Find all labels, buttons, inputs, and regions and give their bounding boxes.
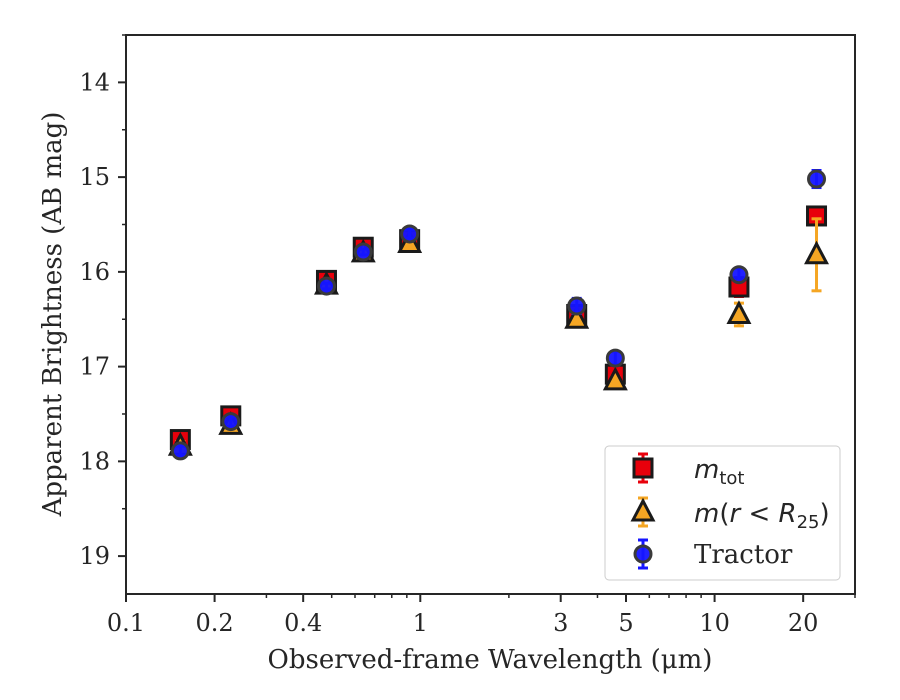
legend-marker-1: [630, 497, 656, 522]
y-tick-label-14: 14: [79, 68, 110, 96]
series-2: [170, 168, 827, 461]
plot-area: [167, 168, 830, 461]
data-point-2-6: [605, 348, 625, 368]
data-point-1-8: [804, 240, 830, 265]
y-tick-label-15: 15: [79, 163, 110, 191]
legend-marker-2: [633, 544, 653, 564]
legend-label-m-r25: m(r < R25): [694, 499, 830, 533]
data-point-2-4: [400, 224, 420, 244]
x-tick-label-10: 10: [699, 609, 730, 637]
legend-label-mtot: mtot: [694, 455, 744, 489]
x-tick-label-5: 5: [618, 609, 633, 637]
series-0: [169, 205, 828, 451]
legend-label-tractor: Tractor: [694, 540, 793, 570]
x-tick-label-1: 1: [413, 609, 428, 637]
x-tick-label-0.1: 0.1: [107, 609, 145, 637]
x-tick-label-3: 3: [553, 609, 568, 637]
y-tick-label-19: 19: [79, 542, 110, 570]
legend: mtot m(r < R25) Tractor: [604, 445, 841, 581]
x-tick-label-20: 20: [788, 609, 819, 637]
series-1: [167, 217, 830, 456]
legend-box: [604, 445, 841, 581]
data-point-2-8: [807, 169, 827, 189]
data-point-2-3: [353, 242, 373, 262]
x-tick-label-0.4: 0.4: [284, 609, 322, 637]
y-tick-label-17: 17: [79, 353, 110, 381]
legend-markers: [630, 452, 656, 570]
plot-frame: [125, 34, 856, 595]
data-point-2-5: [567, 296, 587, 316]
x-axis-label: Observed-frame Wavelength (μm): [268, 645, 713, 675]
data-point-1-5: [564, 305, 590, 329]
y-tick-label-16: 16: [79, 258, 110, 286]
data-point-2-7: [729, 265, 749, 285]
x-tick-label-0.2: 0.2: [196, 609, 234, 637]
legend-marker-0: [632, 457, 654, 479]
axes: 14 15 16 17 18 19 0.1 0.2 0.4 1 3 5 10 20: [79, 34, 856, 637]
y-axis-label: Apparent Brightness (AB mag): [38, 112, 68, 518]
data-point-1-7: [726, 300, 752, 324]
data-point-2-0: [170, 441, 190, 461]
data-point-2-1: [221, 412, 241, 432]
data-point-2-2: [316, 276, 336, 296]
data-point-1-6: [602, 366, 628, 391]
y-tick-label-18: 18: [79, 447, 110, 475]
